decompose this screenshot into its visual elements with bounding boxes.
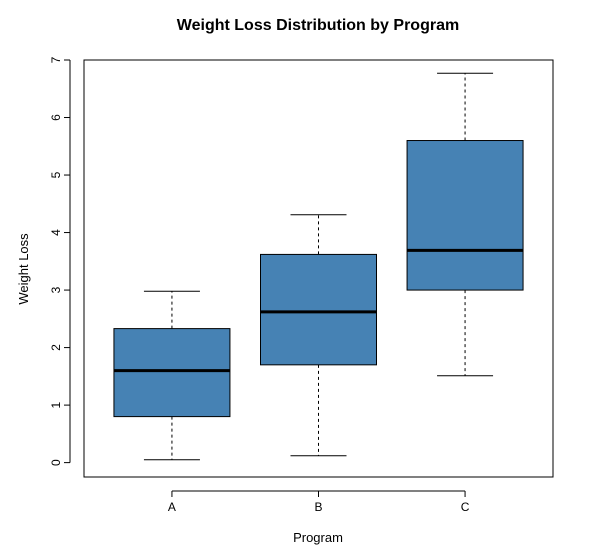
- y-tick-label-1: 1: [49, 401, 63, 408]
- boxes: [113, 72, 524, 461]
- y-tick-label-4: 4: [49, 229, 63, 236]
- box-a-iqr: [113, 328, 231, 418]
- box-b-iqr: [260, 253, 377, 366]
- box-group-a: [113, 290, 231, 461]
- y-axis-label: Weight Loss: [16, 233, 31, 305]
- chart-title: Weight Loss Distribution by Program: [177, 17, 459, 34]
- y-tick-label-0: 0: [49, 459, 63, 466]
- y-axis: 0 1 2 3 4 5 6 7: [49, 56, 71, 466]
- y-tick-label-7: 7: [49, 56, 63, 63]
- y-tick-label-6: 6: [49, 114, 63, 121]
- y-tick-label-2: 2: [49, 344, 63, 351]
- x-tick-label-c: C: [461, 500, 470, 514]
- box-group-b: [260, 214, 377, 457]
- x-axis-label: Program: [293, 530, 343, 545]
- y-tick-label-3: 3: [49, 286, 63, 293]
- x-tick-label-a: A: [168, 500, 176, 514]
- box-c-iqr: [406, 140, 524, 291]
- x-axis: A B C: [168, 490, 470, 514]
- y-tick-label-5: 5: [49, 171, 63, 178]
- x-tick-label-b: B: [314, 500, 322, 514]
- plot-frame: [83, 59, 554, 478]
- box-group-c: [406, 72, 524, 377]
